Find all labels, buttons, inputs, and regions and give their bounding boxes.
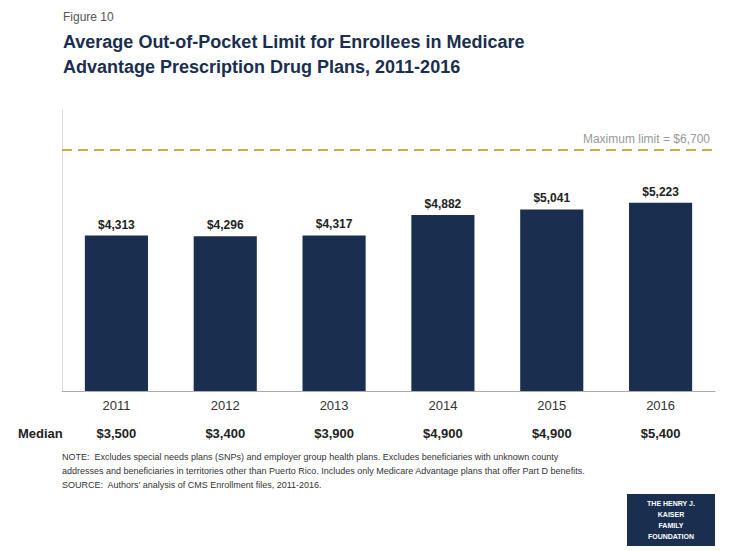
svg-text:2011: 2011 bbox=[102, 398, 130, 413]
svg-text:NOTE: Excludes special needs: NOTE: Excludes special needs plans (SNPs… bbox=[62, 452, 559, 462]
svg-text:FAMILY: FAMILY bbox=[658, 522, 683, 529]
svg-text:Figure 10: Figure 10 bbox=[63, 10, 114, 24]
svg-text:$3,400: $3,400 bbox=[205, 426, 245, 441]
svg-text:$5,223: $5,223 bbox=[642, 185, 679, 199]
svg-text:$4,296: $4,296 bbox=[207, 218, 244, 232]
svg-text:$4,900: $4,900 bbox=[423, 426, 463, 441]
svg-text:$5,041: $5,041 bbox=[533, 191, 570, 205]
svg-text:SOURCE: Authors’ analysis of: SOURCE: Authors’ analysis of CMS Enrollm… bbox=[62, 480, 322, 490]
svg-text:Average Out-of-Pocket Limit fo: Average Out-of-Pocket Limit for Enrollee… bbox=[63, 32, 524, 52]
svg-text:2014: 2014 bbox=[428, 398, 457, 413]
svg-text:$3,900: $3,900 bbox=[314, 426, 354, 441]
svg-text:THE HENRY J.: THE HENRY J. bbox=[647, 500, 695, 507]
svg-text:Median: Median bbox=[18, 426, 63, 441]
svg-text:Maximum limit = $6,700: Maximum limit = $6,700 bbox=[583, 132, 710, 146]
svg-text:$4,882: $4,882 bbox=[425, 197, 462, 211]
svg-text:$4,317: $4,317 bbox=[316, 217, 353, 231]
svg-text:2012: 2012 bbox=[211, 398, 240, 413]
svg-text:addresses and beneficiaries in: addresses and beneficiaries in territori… bbox=[62, 466, 585, 476]
svg-text:2016: 2016 bbox=[646, 398, 675, 413]
svg-text:$4,313: $4,313 bbox=[98, 218, 135, 232]
svg-text:Advantage Prescription Drug Pl: Advantage Prescription Drug Plans, 2011-… bbox=[63, 57, 460, 77]
svg-text:2015: 2015 bbox=[537, 398, 566, 413]
svg-text:FOUNDATION: FOUNDATION bbox=[648, 533, 694, 540]
svg-text:$5,400: $5,400 bbox=[641, 426, 681, 441]
svg-text:KAISER: KAISER bbox=[658, 511, 684, 518]
svg-text:$4,900: $4,900 bbox=[532, 426, 572, 441]
svg-text:$3,500: $3,500 bbox=[97, 426, 137, 441]
svg-text:2013: 2013 bbox=[320, 398, 349, 413]
